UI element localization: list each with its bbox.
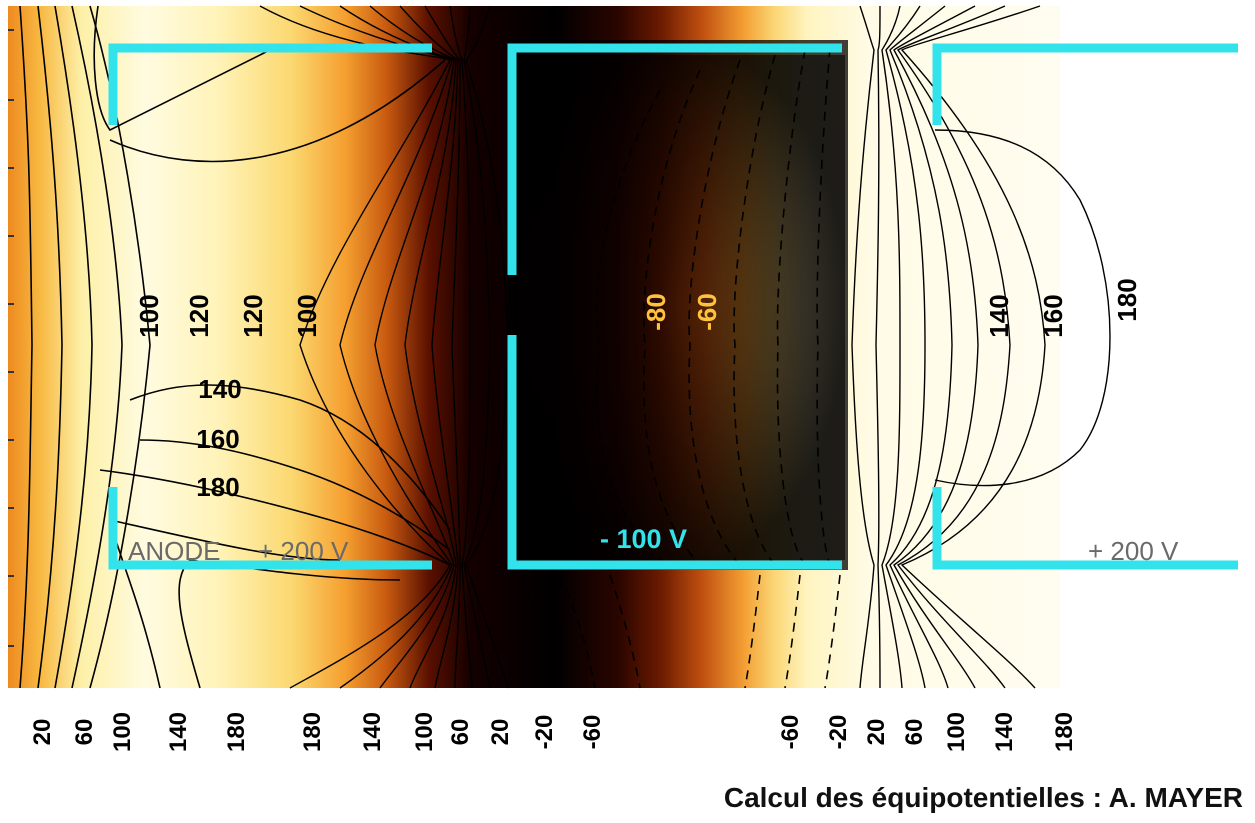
contour-line <box>824 574 841 689</box>
contour-label: 120 <box>238 294 268 337</box>
scale-label: 140 <box>359 712 386 752</box>
electrodes <box>108 43 1238 570</box>
scale-label: 100 <box>411 712 438 752</box>
scale-label: 140 <box>165 712 192 752</box>
cathode-labels: -80 -60 <box>641 293 722 331</box>
contours-cathode <box>519 47 841 689</box>
contour-line <box>54 5 93 689</box>
contour-line <box>93 5 271 132</box>
contour-line <box>449 5 473 689</box>
scale-label: 20 <box>29 719 56 746</box>
scale-label: 140 <box>991 712 1018 752</box>
cathode-core <box>515 55 845 560</box>
contour-line <box>896 5 1011 689</box>
contour-line <box>339 5 455 689</box>
contour-line <box>784 574 801 689</box>
cathode-voltage-label: - 100 V <box>600 524 687 554</box>
contour-line <box>129 384 451 531</box>
contour-line <box>744 574 761 689</box>
right-anode-top <box>932 43 1238 125</box>
right-voltage-label: + 200 V <box>1088 536 1179 566</box>
contour-label: 180 <box>1112 278 1142 321</box>
contour-line <box>559 574 596 689</box>
contour-line <box>875 5 881 689</box>
scale-label: -20 <box>531 715 558 750</box>
contour-label: -60 <box>692 293 722 331</box>
scale-label: 100 <box>943 712 970 752</box>
contour-line <box>733 54 776 566</box>
contour-label: 140 <box>984 294 1014 337</box>
contour-line <box>851 5 875 689</box>
contour-line <box>299 5 453 689</box>
contour-line <box>889 5 953 689</box>
contour-line <box>139 439 451 551</box>
right-margin <box>1060 6 1255 688</box>
scale-label: 20 <box>487 719 514 746</box>
contour-line <box>595 89 661 561</box>
contour-label: 180 <box>196 472 239 502</box>
contour-line <box>900 5 1046 689</box>
contour-label: -80 <box>641 293 671 331</box>
contour-line <box>885 5 926 689</box>
left-anode-top <box>108 43 432 125</box>
contour-line <box>109 59 446 163</box>
scale-label: 60 <box>447 719 474 746</box>
right-anode-bottom <box>932 487 1238 570</box>
contour-label: 160 <box>1038 294 1068 337</box>
contour-line <box>424 5 461 689</box>
scale-label: -60 <box>777 715 804 750</box>
contour-line <box>776 49 806 566</box>
contour-line <box>881 5 903 689</box>
contour-line <box>463 5 491 689</box>
contour-line <box>609 574 641 689</box>
contour-line <box>99 469 451 566</box>
bottom-scale: 20 60 100 140 180 180 140 100 60 20 -20 … <box>29 712 1078 752</box>
scale-label: -60 <box>579 715 606 750</box>
scale-label: -20 <box>825 715 852 750</box>
left-ticks <box>8 29 14 647</box>
credit-caption: Calcul des équipotentielles : A. MAYER <box>723 782 1243 813</box>
contour-line <box>71 5 123 689</box>
contour-line <box>934 129 1111 487</box>
contour-label: 140 <box>198 374 241 404</box>
cathode-bottom <box>507 335 842 570</box>
contour-label: 160 <box>196 424 239 454</box>
contour-label: 120 <box>184 294 214 337</box>
left-anode-bottom <box>108 487 432 570</box>
contour-line <box>19 5 33 689</box>
contour-line <box>259 5 451 689</box>
scale-label: 20 <box>863 719 890 746</box>
contour-line <box>519 574 556 689</box>
contour-line <box>399 5 459 689</box>
cathode-top <box>507 43 842 275</box>
inline-labels: 100 120 120 100 140 160 180 140 160 180 <box>134 278 1142 502</box>
contour-line <box>37 5 63 689</box>
scale-label: 60 <box>71 719 98 746</box>
anode-voltage-label: + 200 V <box>258 536 349 566</box>
contour-line <box>369 5 457 689</box>
contour-label: 100 <box>292 294 322 337</box>
anode-label: ANODE <box>128 536 220 566</box>
scale-label: 100 <box>109 712 136 752</box>
scale-label: 180 <box>223 712 250 752</box>
contours-right <box>851 5 1111 689</box>
scale-label: 60 <box>901 719 928 746</box>
contour-line <box>688 59 741 566</box>
scale-label: 180 <box>299 712 326 752</box>
scale-label: 180 <box>1051 712 1078 752</box>
contour-label: 100 <box>134 294 164 337</box>
contour-line <box>816 47 831 566</box>
contour-line <box>893 5 979 689</box>
